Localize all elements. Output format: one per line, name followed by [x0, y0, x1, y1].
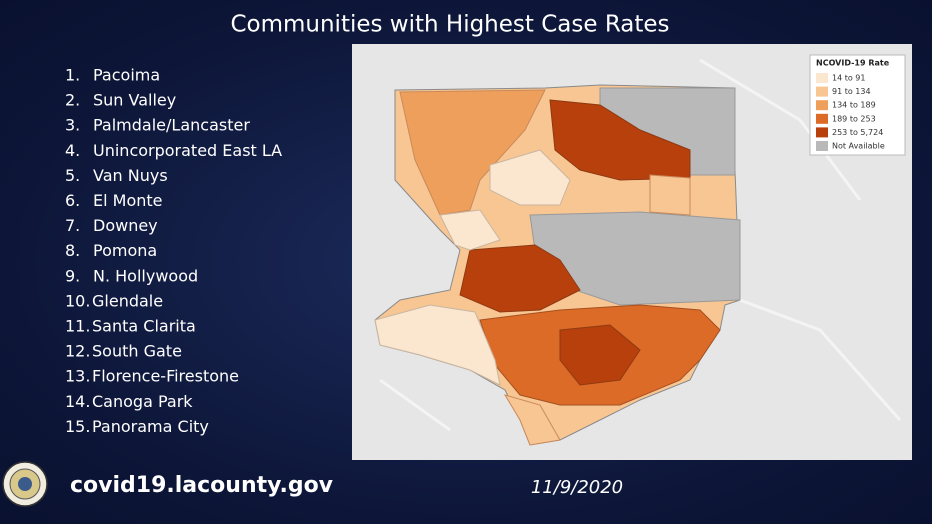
list-number: 10. [65, 291, 90, 310]
map-region [374, 304, 501, 386]
map-region [649, 174, 691, 216]
list-number: 11. [65, 317, 90, 336]
county-seal [2, 461, 48, 507]
legend-label: 189 to 253 [832, 114, 876, 123]
legend-swatch [816, 113, 828, 124]
map-road [379, 58, 902, 432]
legend-label: 134 to 189 [832, 101, 876, 110]
list-number: 1. [65, 66, 80, 85]
legend-swatch [816, 73, 828, 83]
legend: 14 to 91 91 to 134 134 to 189 189 to 253 253… [816, 73, 885, 151]
legend-swatch [816, 141, 828, 151]
list-number: 14. [65, 392, 90, 411]
list-number: 9. [65, 266, 80, 285]
map: NCOVID-19 Rate 14 to 91 91 to 134 134 to 1… [352, 44, 912, 460]
list-number: 12. [65, 342, 90, 361]
legend-label: 14 to 91 [832, 74, 865, 83]
list-number: 7. [65, 216, 80, 235]
list-number: 15. [65, 417, 90, 436]
list-number: 3. [65, 116, 80, 135]
list-name: Florence-Firestone [92, 367, 239, 386]
map-region [559, 324, 641, 386]
list-name: N. Hollywood [93, 266, 198, 285]
list-name: Palmdale/Lancaster [93, 116, 250, 135]
list-number: 5. [65, 166, 80, 185]
list-name: Sun Valley [93, 91, 176, 110]
map-region [439, 209, 501, 251]
legend-title: NCOVID-19 Rate [816, 59, 890, 68]
legend-swatch [816, 127, 828, 138]
list-name: Van Nuys [93, 166, 168, 185]
map-region [459, 244, 581, 313]
list-name: Canoga Park [92, 392, 193, 411]
community-list: 1. Pacoima 2. Sun Valley 3. Palmdale/Lancaste… [65, 66, 282, 436]
list-name: Unincorporated East LA [93, 141, 282, 160]
list-number: 4. [65, 141, 80, 160]
legend-label: 253 to 5,724 [832, 128, 883, 137]
list-name: Santa Clarita [92, 317, 196, 336]
list-name: Downey [93, 216, 158, 235]
footer-date: 11/9/2020 [531, 477, 623, 498]
list-number: 13. [65, 367, 90, 386]
legend-label: Not Available [832, 142, 885, 151]
list-number: 8. [65, 241, 80, 260]
slide-title: Communities with Highest Case Rates [230, 12, 669, 38]
list-name: Pacoima [93, 66, 160, 85]
footer-url: covid19.lacounty.gov [70, 473, 334, 498]
legend-label: 91 to 134 [832, 87, 871, 96]
list-number: 6. [65, 191, 80, 210]
list-name: Panorama City [92, 417, 209, 436]
list-name: El Monte [93, 191, 163, 210]
map-region [503, 394, 561, 446]
list-number: 2. [65, 91, 80, 110]
list-name: Pomona [93, 241, 157, 260]
map-region [399, 89, 546, 216]
legend-swatch [816, 100, 828, 111]
list-name: Glendale [92, 291, 163, 310]
map-region [489, 149, 571, 206]
list-name: South Gate [92, 342, 182, 361]
legend-swatch [816, 86, 828, 97]
